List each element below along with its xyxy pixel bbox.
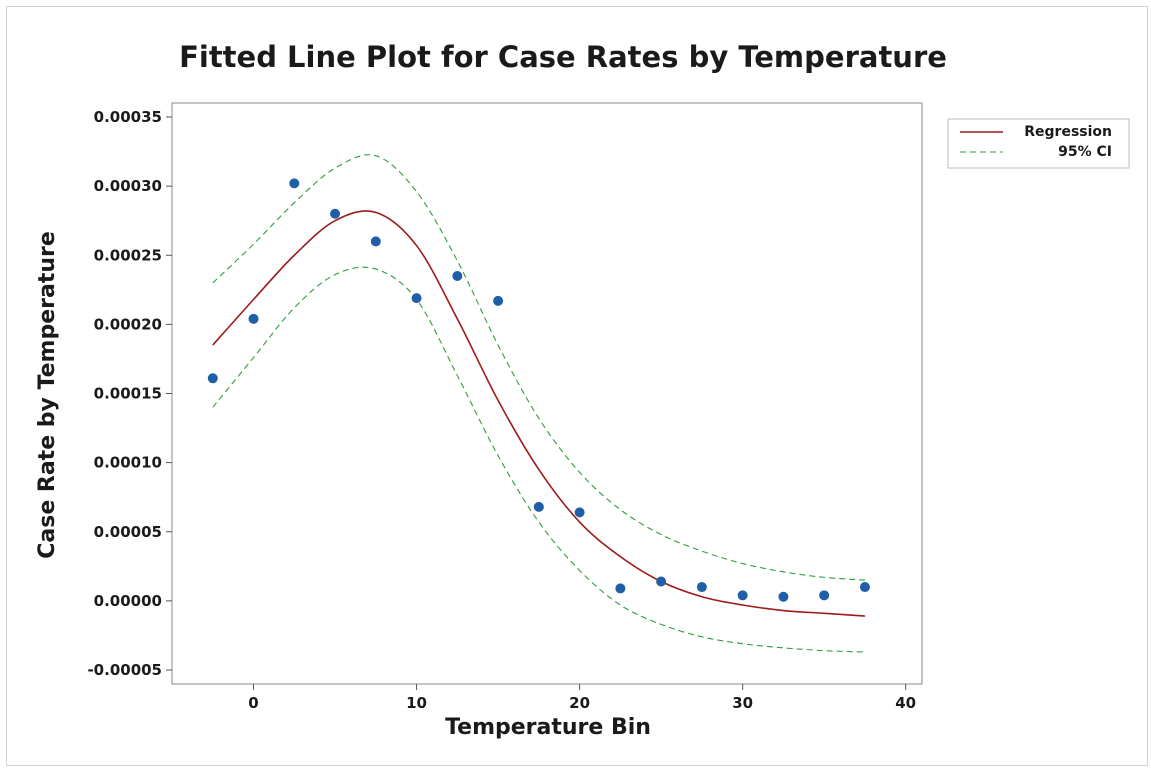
chart-title: Fitted Line Plot for Case Rates by Tempe… bbox=[179, 40, 947, 74]
data-point bbox=[696, 582, 707, 593]
legend-box bbox=[947, 118, 1130, 169]
y-tick-label: 0.00015 bbox=[94, 385, 162, 403]
plot-area bbox=[171, 102, 923, 685]
data-point bbox=[533, 501, 544, 512]
data-point bbox=[574, 507, 585, 518]
y-tick-label: 0.00005 bbox=[94, 523, 162, 541]
x-tick-label: 10 bbox=[406, 694, 427, 712]
data-point bbox=[289, 178, 300, 189]
data-point bbox=[207, 373, 218, 384]
legend-label: 95% CI bbox=[1058, 144, 1112, 160]
y-tick-label: 0.00020 bbox=[94, 315, 162, 333]
x-tick-label: 30 bbox=[732, 694, 753, 712]
data-point bbox=[248, 313, 259, 324]
series-layer bbox=[212, 154, 865, 653]
y-tick-label: 0.00030 bbox=[94, 177, 162, 195]
legend-label: Regression bbox=[1024, 124, 1112, 140]
y-tick-label: 0.00025 bbox=[94, 246, 162, 264]
data-point bbox=[737, 590, 748, 601]
data-point bbox=[819, 590, 830, 601]
x-tick-label: 20 bbox=[569, 694, 590, 712]
x-axis-label: Temperature Bin bbox=[445, 715, 651, 740]
data-point bbox=[778, 591, 789, 602]
data-point bbox=[370, 236, 381, 247]
data-point bbox=[411, 293, 422, 304]
x-tick-label: 0 bbox=[248, 694, 258, 712]
x-axis: 0 10 20 30 40 bbox=[248, 684, 916, 712]
x-tick-label: 40 bbox=[895, 694, 916, 712]
data-point bbox=[656, 576, 667, 587]
y-axis: -0.00005 0.00000 0.00005 0.00010 0.00015 0.00… bbox=[87, 108, 172, 679]
data-point bbox=[615, 583, 626, 594]
y-tick-label: -0.00005 bbox=[87, 661, 162, 679]
data-points bbox=[207, 178, 870, 602]
y-tick-label: 0.00000 bbox=[94, 592, 162, 610]
legend: Regression 95% CI bbox=[947, 118, 1130, 169]
y-axis-label: Case Rate by Temperature bbox=[35, 231, 60, 559]
y-tick-label: 0.00010 bbox=[94, 454, 162, 472]
data-point bbox=[330, 208, 341, 219]
data-point bbox=[452, 270, 463, 281]
y-tick-label: 0.00035 bbox=[94, 108, 162, 126]
ci-lower-line bbox=[212, 266, 865, 653]
data-point bbox=[859, 582, 870, 593]
regression-line bbox=[212, 210, 865, 617]
data-point bbox=[493, 295, 504, 306]
